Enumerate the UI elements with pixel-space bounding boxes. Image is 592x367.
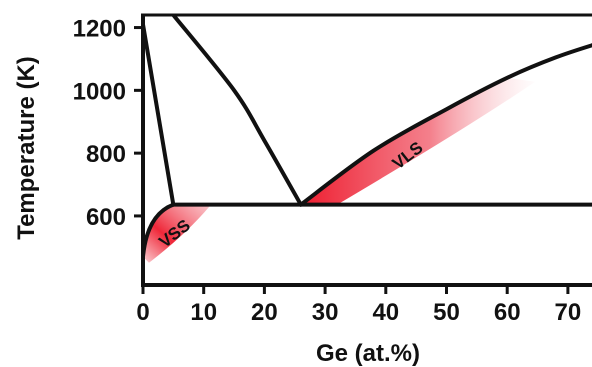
right-liquidus-line (298, 43, 592, 207)
y-axis-label: Temperature (K) (13, 56, 40, 240)
x-tick-label: 70 (555, 299, 582, 326)
x-tick-label: 10 (190, 299, 217, 326)
y-tick-label: 1200 (73, 16, 126, 43)
x-tick-label: 20 (251, 299, 278, 326)
left-liquidus-line (171, 15, 303, 207)
x-tick-label: 0 (136, 299, 149, 326)
y-tick-label: 800 (86, 141, 126, 168)
si-solidus-line (143, 22, 176, 207)
vls-region-shade (300, 77, 536, 205)
x-tick-label: 60 (494, 299, 521, 326)
x-axis-label: Ge (at.%) (316, 340, 420, 367)
y-tick-label: 1000 (73, 78, 126, 105)
y-tick-label: 600 (86, 204, 126, 231)
x-tick-label: 40 (372, 299, 399, 326)
vss-region-shade (143, 204, 210, 263)
x-tick-label: 50 (433, 299, 460, 326)
x-tick-label: 30 (312, 299, 339, 326)
